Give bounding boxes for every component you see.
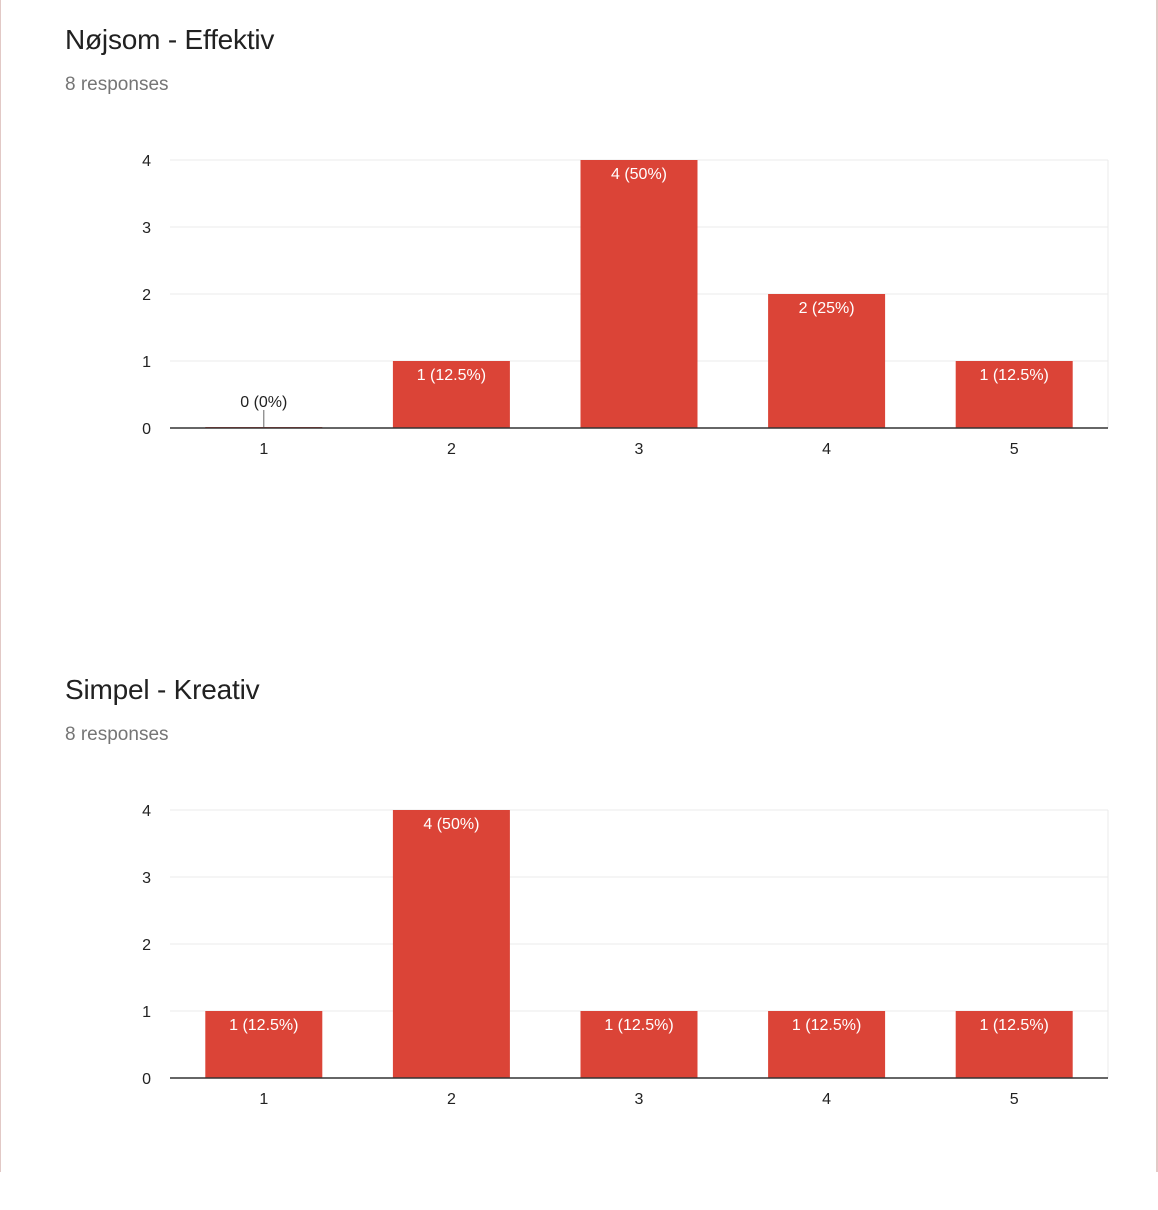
left-border <box>0 0 1 1172</box>
x-tick-label: 1 <box>259 441 268 458</box>
x-tick-label: 2 <box>447 1091 456 1108</box>
bar-data-label: 0 (0%) <box>240 394 287 411</box>
bar-data-label: 1 (12.5%) <box>229 1017 298 1034</box>
bar-data-label: 1 (12.5%) <box>980 1017 1049 1034</box>
x-tick-label: 4 <box>822 441 831 458</box>
y-tick-label: 3 <box>142 870 151 887</box>
y-tick-label: 1 <box>142 1004 151 1021</box>
y-tick-label: 4 <box>142 153 151 170</box>
bar <box>392 810 510 1078</box>
bar-data-label: 1 (12.5%) <box>792 1017 861 1034</box>
bar <box>955 1011 1073 1078</box>
x-tick-label: 3 <box>635 1091 644 1108</box>
bar <box>580 160 698 428</box>
bar-data-label: 1 (12.5%) <box>417 367 486 384</box>
chart-title: Simpel - Kreativ <box>65 674 260 705</box>
bar-data-label: 4 (50%) <box>423 816 479 833</box>
chart-title: Nøjsom - Effektiv <box>65 24 275 55</box>
y-tick-label: 3 <box>142 220 151 237</box>
bar <box>768 1011 886 1078</box>
response-count: 8 responses <box>65 724 169 745</box>
y-tick-label: 1 <box>142 354 151 371</box>
bar-chart: 0 1 2 3 4 0 (0%) 1 1 (12.5%) 2 4 (50%) 3 2 (25%) 4 1 … <box>142 153 1109 458</box>
bar-chart: 0 1 2 3 4 1 (12.5%) 1 4 (50%) 2 1 (12.5%) 3 1 (12.5… <box>142 803 1109 1108</box>
x-tick-label: 5 <box>1010 1091 1019 1108</box>
bar <box>392 361 510 428</box>
chart-card-2: Simpel - Kreativ 8 responses 0 1 2 3 4 1 (12.… <box>0 650 1158 1210</box>
y-tick-label: 0 <box>142 1071 151 1088</box>
bar-data-label: 4 (50%) <box>611 166 667 183</box>
x-tick-label: 4 <box>822 1091 831 1108</box>
right-border <box>1156 0 1158 1172</box>
y-tick-label: 4 <box>142 803 151 820</box>
bar <box>205 1011 323 1078</box>
x-tick-label: 2 <box>447 441 456 458</box>
x-tick-label: 5 <box>1010 441 1019 458</box>
bar <box>768 294 886 428</box>
bar-data-label: 1 (12.5%) <box>604 1017 673 1034</box>
bar <box>955 361 1073 428</box>
bar <box>580 1011 698 1078</box>
x-tick-label: 3 <box>635 441 644 458</box>
y-tick-label: 0 <box>142 421 151 438</box>
bar-data-label: 1 (12.5%) <box>980 367 1049 384</box>
y-tick-label: 2 <box>142 287 151 304</box>
x-tick-label: 1 <box>259 1091 268 1108</box>
y-tick-label: 2 <box>142 937 151 954</box>
response-count: 8 responses <box>65 74 169 95</box>
bar-data-label: 2 (25%) <box>799 300 855 317</box>
chart-card-1: Nøjsom - Effektiv 8 responses 0 1 2 3 4 0 (0%… <box>0 0 1158 560</box>
